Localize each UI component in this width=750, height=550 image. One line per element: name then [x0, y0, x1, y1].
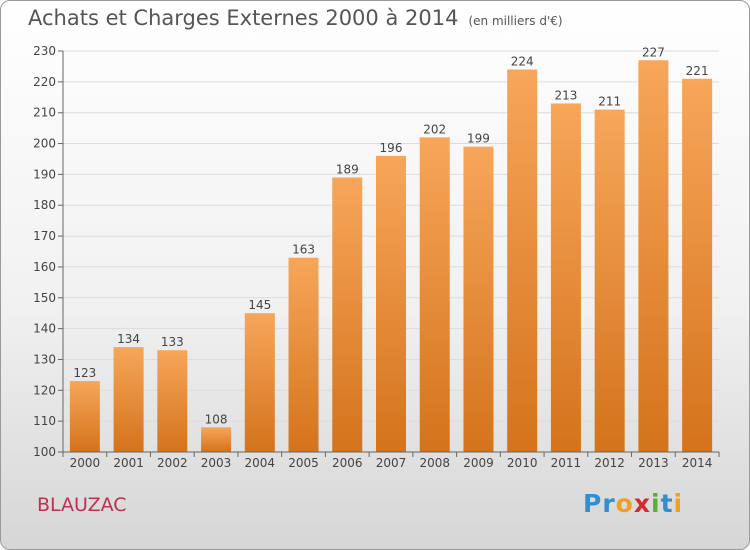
bar — [244, 313, 275, 452]
bar — [638, 60, 669, 452]
bar — [682, 78, 713, 452]
bar — [550, 103, 581, 452]
data-label: 213 — [554, 88, 577, 102]
chart-title: Achats et Charges Externes 2000 à 2014 (e… — [28, 6, 563, 30]
data-label: 202 — [423, 122, 446, 136]
data-label: 108 — [205, 412, 228, 426]
y-tick-label: 210 — [33, 106, 56, 120]
x-tick-label: 2014 — [682, 456, 713, 470]
y-tick-label: 110 — [33, 414, 56, 428]
x-tick-label: 2010 — [507, 456, 538, 470]
bar — [201, 427, 232, 452]
x-tick-label: 2000 — [70, 456, 101, 470]
data-label: 189 — [336, 162, 359, 176]
x-tick-label: 2003 — [201, 456, 232, 470]
commune-name: BLAUZAC — [37, 494, 127, 516]
bar — [419, 137, 450, 452]
logo-letter: o — [615, 489, 634, 518]
logo-letter: i — [673, 489, 684, 518]
bar — [288, 257, 319, 452]
y-tick-label: 180 — [33, 198, 56, 212]
data-label: 227 — [642, 45, 665, 59]
data-label: 134 — [117, 332, 140, 346]
x-tick-label: 2013 — [638, 456, 669, 470]
x-tick-label: 2004 — [245, 456, 276, 470]
data-label: 145 — [248, 298, 271, 312]
x-tick-label: 2012 — [594, 456, 625, 470]
x-tick-label: 2005 — [288, 456, 319, 470]
logo-letter: x — [633, 489, 651, 518]
bar — [332, 177, 363, 452]
logo-letter: t — [660, 489, 674, 518]
y-tick-label: 170 — [33, 229, 56, 243]
bar — [594, 109, 625, 452]
data-label: 221 — [686, 64, 709, 78]
logo-letter: r — [602, 489, 616, 518]
bar — [113, 347, 144, 452]
data-label: 133 — [161, 335, 184, 349]
y-tick-label: 200 — [33, 137, 56, 151]
data-label: 199 — [467, 132, 490, 146]
logo-letter: i — [651, 489, 661, 518]
x-tick-label: 2007 — [376, 456, 407, 470]
bar — [463, 146, 494, 452]
x-tick-label: 2011 — [551, 456, 582, 470]
x-tick-label: 2002 — [157, 456, 188, 470]
data-label: 196 — [380, 141, 403, 155]
y-tick-label: 130 — [33, 352, 56, 366]
chart-title-main: Achats et Charges Externes 2000 à 2014 — [28, 6, 459, 30]
data-label: 163 — [292, 243, 315, 257]
y-tick-label: 160 — [33, 260, 56, 274]
x-tick-label: 2001 — [113, 456, 144, 470]
y-tick-label: 150 — [33, 291, 56, 305]
y-tick-label: 100 — [33, 445, 56, 459]
y-tick-label: 120 — [33, 383, 56, 397]
y-tick-label: 190 — [33, 167, 56, 181]
data-label: 211 — [598, 95, 621, 109]
bar — [507, 69, 538, 452]
y-tick-label: 220 — [33, 75, 56, 89]
x-tick-label: 2006 — [332, 456, 363, 470]
plot-area: 100 110 120 130 140 150 160 170 180 190 200 210 220 2… — [33, 44, 720, 470]
bar — [157, 350, 188, 452]
data-label: 224 — [511, 55, 534, 69]
bar — [69, 381, 100, 452]
y-tick-label: 140 — [33, 322, 56, 336]
proxiti-logo: Proxiti — [583, 489, 683, 518]
y-tick-label: 230 — [33, 44, 56, 58]
chart-title-unit: (en milliers d'€) — [468, 14, 563, 28]
x-tick-label: 2008 — [419, 456, 450, 470]
logo-letter: P — [583, 489, 603, 518]
x-tick-label: 2009 — [463, 456, 494, 470]
data-label: 123 — [73, 366, 96, 380]
bar — [376, 155, 406, 452]
